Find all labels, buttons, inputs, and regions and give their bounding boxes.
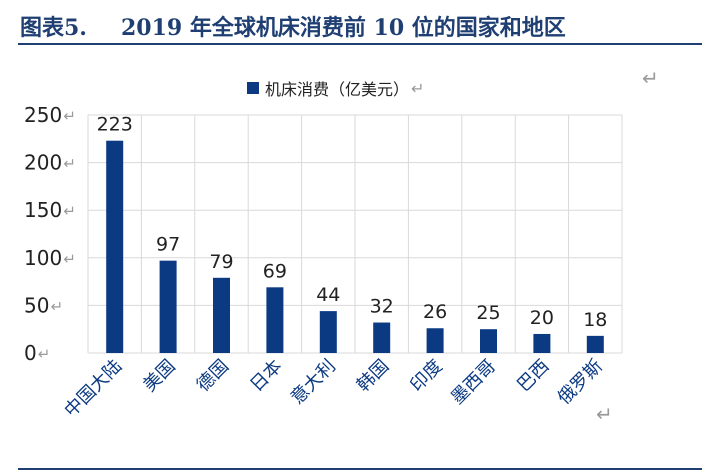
- bar: [213, 277, 230, 353]
- figure-title: 图表5. 2019 年全球机床消费前 10 位的国家和地区: [20, 10, 566, 42]
- bar: [373, 322, 391, 353]
- y-tick-return-mark: ↵: [51, 297, 64, 315]
- bottom-rule: [18, 468, 702, 470]
- bar: [586, 335, 604, 353]
- data-label: 223: [97, 114, 133, 136]
- category-label: 意大利: [287, 356, 340, 409]
- category-label: 中国大陆: [60, 356, 126, 422]
- y-tick-return-mark: ↵: [63, 202, 76, 220]
- return-mark-top: ↵: [642, 66, 659, 90]
- bar: [266, 287, 284, 353]
- y-tick-label: 50: [24, 293, 49, 317]
- y-tick-label: 200: [24, 151, 62, 175]
- return-mark-bottom: ↵: [596, 402, 613, 426]
- bar: [319, 311, 337, 353]
- chart-legend: 机床消费（亿美元） ↵: [247, 76, 424, 100]
- category-label: 墨西哥: [447, 356, 500, 409]
- data-label: 44: [316, 284, 340, 306]
- y-tick-return-mark: ↵: [63, 155, 76, 173]
- bar: [480, 329, 497, 353]
- legend-return-mark: ↵: [411, 78, 425, 98]
- data-label: 79: [209, 251, 233, 273]
- data-label: 20: [530, 307, 554, 329]
- category-label: 日本: [246, 356, 286, 396]
- data-label: 69: [263, 260, 287, 282]
- data-label: 18: [583, 309, 607, 331]
- bar: [106, 140, 124, 353]
- category-label: 印度: [406, 356, 446, 396]
- figure-title-text: 2019 年全球机床消费前 10 位的国家和地区: [120, 15, 566, 41]
- y-tick-label: 250: [24, 103, 62, 127]
- bar: [159, 260, 177, 353]
- y-tick-return-mark: ↵: [63, 250, 76, 268]
- title-rule: [18, 43, 702, 45]
- data-label: 97: [156, 234, 180, 256]
- y-tick-label: 0: [24, 341, 37, 365]
- category-label: 德国: [193, 356, 233, 396]
- category-label: 美国: [139, 356, 179, 396]
- figure-number: 图表5.: [20, 15, 87, 41]
- data-label: 25: [476, 302, 500, 324]
- y-tick-label: 150: [24, 198, 62, 222]
- category-label: 巴西: [513, 356, 553, 396]
- category-label: 韩国: [353, 356, 393, 396]
- y-tick-return-mark: ↵: [63, 107, 76, 125]
- bar: [426, 328, 444, 353]
- data-label: 32: [370, 296, 394, 318]
- data-label: 26: [423, 301, 447, 323]
- bar: [533, 333, 551, 353]
- legend-label: 机床消费（亿美元）: [265, 80, 410, 99]
- legend-swatch: [247, 82, 259, 94]
- category-label: 俄罗斯: [554, 356, 607, 409]
- y-tick-return-mark: ↵: [38, 345, 51, 363]
- y-tick-label: 100: [24, 246, 62, 270]
